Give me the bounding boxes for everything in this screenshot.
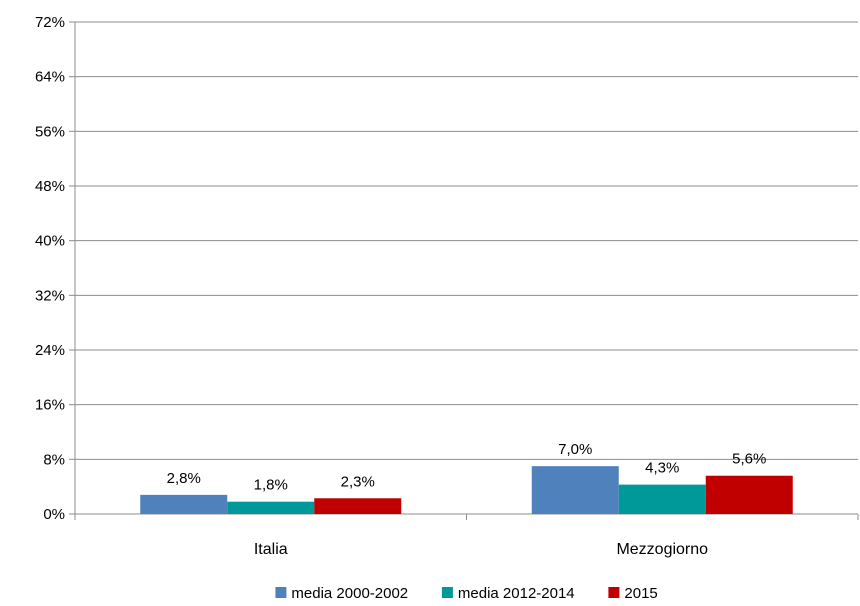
y-tick-label: 48% [35,178,65,195]
data-label: 2,3% [341,473,375,490]
bars [140,466,793,514]
bar [531,466,619,514]
bar [618,484,706,514]
y-tick-label: 0% [43,506,65,523]
data-labels: 2,8% 1,8% 2,3% 7,0% 4,3% 5,6% [167,441,767,494]
legend-swatch [441,587,453,598]
bar [314,498,402,514]
data-label: 7,0% [558,441,592,458]
legend-label: 2015 [624,585,657,602]
y-tick-label: 40% [35,233,65,250]
legend-label: media 2000-2002 [291,585,408,602]
legend-label: media 2012-2014 [458,585,575,602]
legend-swatch [275,587,287,598]
bar [227,501,315,514]
y-tick-label: 16% [35,397,65,414]
axes: 0% 8% 16% 24% 32% 40% 48% 56% 64% 72% Italia Mezzog… [35,14,859,558]
y-tick-label: 56% [35,123,65,140]
legend-swatch [608,587,620,598]
data-label: 1,8% [254,477,288,494]
gridlines [75,21,858,460]
x-category-label: Mezzogiorno [616,541,708,558]
bar [140,494,228,514]
y-tick-label: 8% [43,451,65,468]
data-label: 5,6% [732,451,766,468]
bar [705,475,793,514]
x-category-label: Italia [254,541,288,558]
legend: media 2000-2002 media 2012-2014 2015 [275,585,658,602]
y-tick-label: 64% [35,69,65,86]
data-label: 2,8% [167,470,201,487]
y-tick-label: 24% [35,342,65,359]
y-tick-label: 72% [35,14,65,31]
data-label: 4,3% [645,460,679,477]
y-tick-label: 32% [35,287,65,304]
